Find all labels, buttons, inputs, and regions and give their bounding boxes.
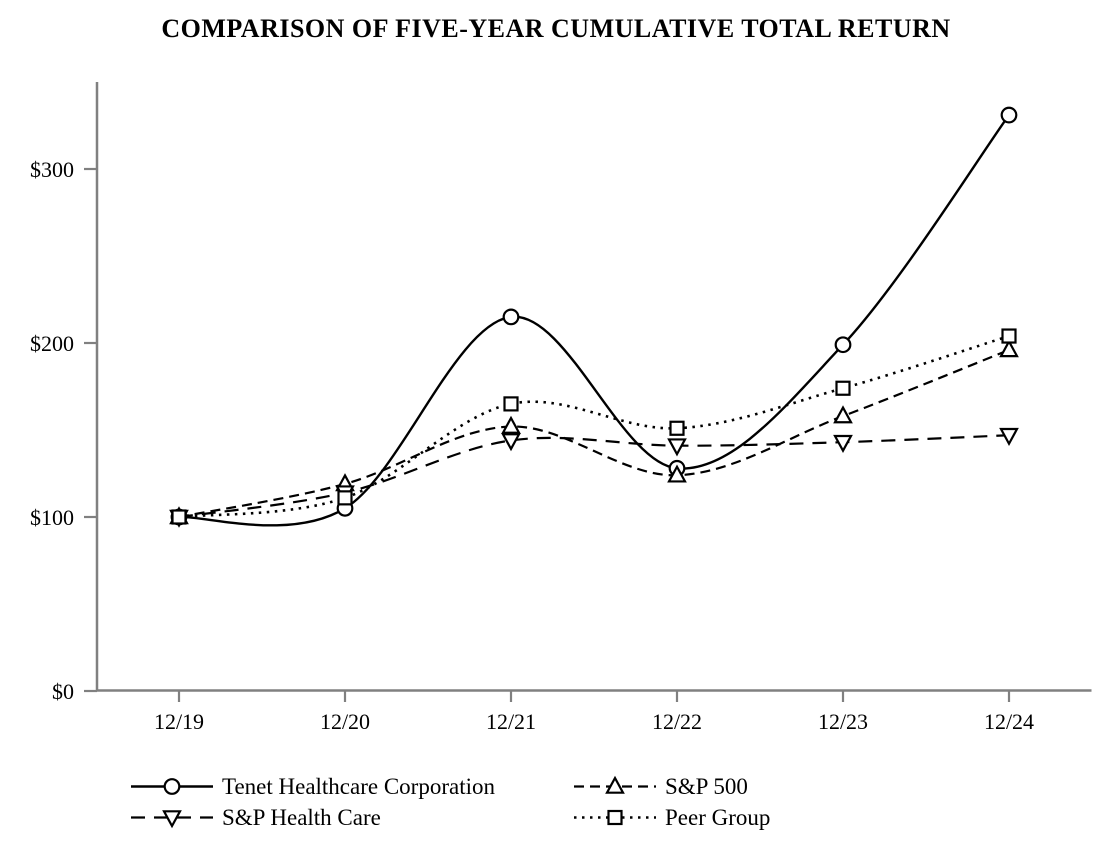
legend-label: S&P Health Care: [222, 805, 381, 830]
y-tick-label: $100: [30, 505, 74, 530]
triangle-down-marker-icon: [833, 434, 853, 453]
series-tenet-healthcare-corporation: [170, 106, 1018, 527]
triangle-down-marker-icon: [162, 810, 182, 829]
x-tick-label: 12/24: [984, 709, 1034, 734]
triangle-up-marker-icon: [833, 405, 853, 424]
square-marker-icon: [337, 490, 353, 506]
solid-line-circle-marker-icon: [131, 778, 213, 795]
triangle-up-marker-icon: [501, 415, 521, 434]
legend-item-sp-500: S&P 500: [573, 773, 770, 800]
circle-marker-icon: [834, 336, 852, 354]
x-tick-label: 12/22: [652, 709, 702, 734]
y-tick-label: $200: [30, 331, 74, 356]
legend-label: Tenet Healthcare Corporation: [222, 774, 495, 799]
triangle-up-marker-icon: [667, 464, 687, 483]
series-line-s-p-500: [178, 348, 1010, 519]
triangle-down-marker-icon: [999, 427, 1019, 447]
circle-marker-icon: [502, 308, 520, 326]
legend-item-sp-health-care: S&P Health Care: [130, 804, 573, 831]
x-tick-label: 12/23: [818, 709, 868, 734]
square-marker-icon: [669, 420, 685, 436]
series-s-p-500: [169, 339, 1019, 525]
x-tick-label: 12/21: [486, 709, 536, 734]
series-line-s-p-health-care: [178, 434, 1010, 519]
legend-label: S&P 500: [665, 774, 748, 799]
triangle-down-marker-icon: [667, 438, 687, 457]
legend-label: Peer Group: [665, 805, 771, 830]
square-marker-icon: [171, 509, 187, 525]
y-tick-label: $0: [52, 679, 74, 704]
circle-marker-icon: [163, 778, 181, 795]
series-line-tenet-healthcare-corporation: [178, 114, 1010, 527]
y-tick-label: $300: [30, 157, 74, 182]
triangle-up-marker-icon: [605, 775, 625, 794]
plot-area: $0 $100 $200 $300 12/19 12/20 12/21 12/22 12/23 1…: [30, 82, 1092, 734]
chart-title: COMPARISON OF FIVE-YEAR CUMULATIVE TOTAL…: [161, 14, 951, 43]
dashed-line-triangle-up-marker-icon: [574, 775, 656, 794]
square-marker-icon: [607, 809, 623, 826]
square-marker-icon: [835, 380, 851, 396]
legend: Tenet Healthcare Corporation S&P 500 S&P…: [130, 773, 770, 831]
legend-item-peer-group: Peer Group: [573, 804, 770, 831]
square-marker-icon: [503, 396, 519, 412]
x-tick-label: 12/20: [320, 709, 370, 734]
square-marker-icon: [1001, 328, 1017, 344]
dotted-line-square-marker-icon: [574, 809, 656, 826]
triangle-down-marker-icon: [501, 433, 521, 452]
circle-marker-icon: [1000, 106, 1018, 124]
series-s-p-health-care: [169, 427, 1019, 528]
x-tick-label: 12/19: [154, 709, 204, 734]
triangle-up-marker-icon: [999, 339, 1019, 358]
longdash-line-triangle-down-marker-icon: [131, 810, 213, 829]
series-peer-group: [171, 328, 1017, 525]
legend-item-tenet-healthcare-corporation: Tenet Healthcare Corporation: [130, 773, 573, 800]
series-line-peer-group: [178, 334, 1010, 519]
